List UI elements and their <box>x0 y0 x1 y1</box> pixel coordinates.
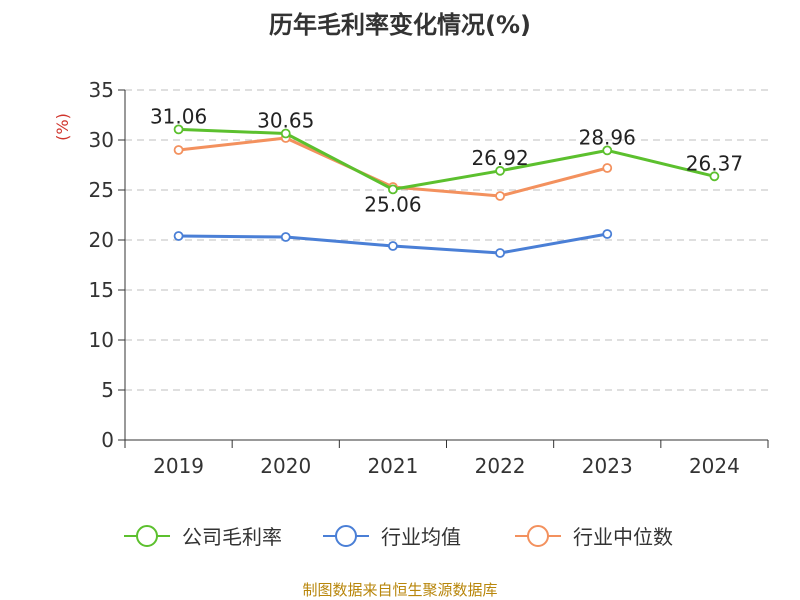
y-tick-label: 0 <box>101 428 114 452</box>
data-label: 28.96 <box>579 125 636 149</box>
legend-marker <box>136 525 158 547</box>
x-tick-label: 2020 <box>260 454 311 478</box>
y-tick-label: 25 <box>89 178 114 202</box>
legend-item: 行业均值 <box>323 525 461 549</box>
data-point <box>388 184 398 195</box>
data-point <box>280 232 291 242</box>
x-tick-label: 2023 <box>582 454 633 478</box>
legend-marker <box>527 525 549 547</box>
y-tick-label: 35 <box>89 78 114 102</box>
x-tick-label: 2024 <box>689 454 740 478</box>
legend-item: 公司毛利率 <box>124 525 282 549</box>
legend-item: 行业中位数 <box>515 525 673 549</box>
x-tick-label: 2022 <box>475 454 526 478</box>
series-1 <box>173 124 720 195</box>
legend-label: 公司毛利率 <box>182 525 282 549</box>
y-tick-label: 20 <box>89 228 114 252</box>
data-point <box>173 231 184 241</box>
data-label: 25.06 <box>364 192 421 216</box>
legend-label: 行业均值 <box>381 525 461 549</box>
data-point <box>709 171 720 182</box>
data-label: 31.06 <box>150 104 207 128</box>
legend: 公司毛利率 行业均值 行业中位数 <box>124 525 673 549</box>
y-tick-label: 5 <box>101 378 114 402</box>
series-2 <box>173 229 613 258</box>
y-axis-label: (%) <box>53 113 72 141</box>
x-tick-label: 2021 <box>367 454 418 478</box>
data-labels: 31.06 30.65 25.06 26.92 28.96 26.37 <box>150 104 743 216</box>
data-label: 26.37 <box>686 151 743 175</box>
data-point <box>602 163 613 173</box>
data-point <box>173 124 184 135</box>
data-point <box>280 128 291 139</box>
source-note: 制图数据来自恒生聚源数据库 <box>302 581 497 599</box>
legend-marker <box>335 525 357 547</box>
data-label: 30.65 <box>257 109 314 133</box>
data-label: 26.92 <box>471 146 528 170</box>
y-tick-label: 15 <box>89 278 114 302</box>
series-line <box>178 127 715 191</box>
data-point <box>602 229 613 239</box>
data-point <box>602 145 613 156</box>
axes: 0 5 10 15 20 25 30 35 2019 2020 2021 2022 2023 2024 <box>89 78 769 478</box>
data-point <box>495 165 505 176</box>
y-tick-label: 10 <box>89 328 114 352</box>
x-tick-label: 2019 <box>153 454 204 478</box>
data-point <box>495 191 505 201</box>
data-point <box>388 241 398 251</box>
y-tick-label: 30 <box>89 128 114 152</box>
legend-label: 行业中位数 <box>573 525 673 549</box>
series-group <box>173 124 720 258</box>
data-point <box>495 248 505 258</box>
data-point <box>173 145 184 155</box>
chart-title: 历年毛利率变化情况(%) <box>269 11 531 39</box>
grid-lines <box>125 89 768 391</box>
